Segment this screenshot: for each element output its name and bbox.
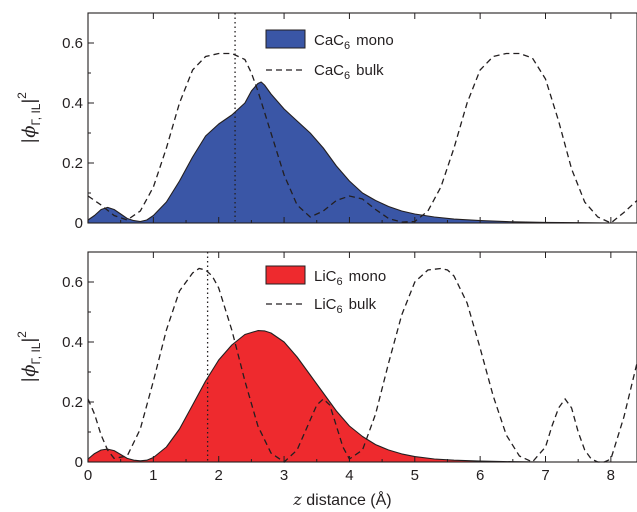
x-tick-label: 2 <box>215 467 223 484</box>
y-tick-label: 0.6 <box>62 274 83 291</box>
y-tick-label: 0 <box>75 454 83 471</box>
x-tick-label: 4 <box>345 467 353 484</box>
y-label-main: |ϕ <box>19 126 40 144</box>
series-line-1 <box>87 267 637 463</box>
y-tick-label: 0 <box>75 215 83 232</box>
x-tick-label: 8 <box>607 467 615 484</box>
legend-sub: 6 <box>344 40 350 52</box>
legend-label-1: CaC6 bulk <box>314 62 384 82</box>
legend-sub: 6 <box>344 70 350 82</box>
legend-rest: bulk <box>349 296 377 313</box>
legend-sub: 6 <box>337 276 343 288</box>
y-label-sub: Γ, IL <box>29 342 43 364</box>
x-tick-label: 3 <box>280 467 288 484</box>
legend-rest: mono <box>356 32 394 49</box>
y-tick-label: 0.2 <box>62 155 83 172</box>
x-tick-label: 0 <box>84 467 92 484</box>
x-label-rest: distance (Å) <box>302 490 392 509</box>
y-tick-label: 0.6 <box>62 35 83 52</box>
y-label-close: | <box>19 338 39 343</box>
legend-base: LiC <box>314 296 337 313</box>
series-area-0 <box>87 81 637 224</box>
y-axis-label: |ϕΓ, IL|2 <box>15 92 43 144</box>
y-label-close: | <box>19 99 39 104</box>
y-label-sup: 2 <box>15 331 29 338</box>
legend-base: CaC <box>314 62 344 79</box>
y-axis-label: |ϕΓ, IL|2 <box>15 331 43 383</box>
legend-swatch-0 <box>265 265 306 285</box>
legend-base: CaC <box>314 32 344 49</box>
legend-rest: mono <box>349 268 387 285</box>
legend-base: LiC <box>314 268 337 285</box>
series-area-0 <box>87 330 637 463</box>
axes-frame <box>87 251 637 463</box>
legend-sub: 6 <box>337 304 343 316</box>
y-label-sup: 2 <box>15 92 29 99</box>
legend-rest: bulk <box>356 62 384 79</box>
series-line-1 <box>87 52 637 224</box>
x-tick-label: 7 <box>541 467 549 484</box>
axes-frame <box>87 12 637 224</box>
legend-label-0: CaC6 mono <box>314 32 394 52</box>
x-tick-label: 6 <box>476 467 484 484</box>
y-tick-label: 0.4 <box>62 334 83 351</box>
y-tick-label: 0.2 <box>62 394 83 411</box>
x-axis-label: z distance (Å) <box>292 490 391 509</box>
y-tick-label: 0.4 <box>62 95 83 112</box>
x-tick-label: 1 <box>149 467 157 484</box>
y-label-sub: Γ, IL <box>29 103 43 125</box>
legend-label-0: LiC6 mono <box>314 268 386 288</box>
y-label-main: |ϕ <box>19 365 40 383</box>
legend-label-1: LiC6 bulk <box>314 296 377 316</box>
x-tick-label: 5 <box>411 467 419 484</box>
legend-swatch-0 <box>265 29 306 49</box>
x-label-var: z <box>292 490 302 509</box>
